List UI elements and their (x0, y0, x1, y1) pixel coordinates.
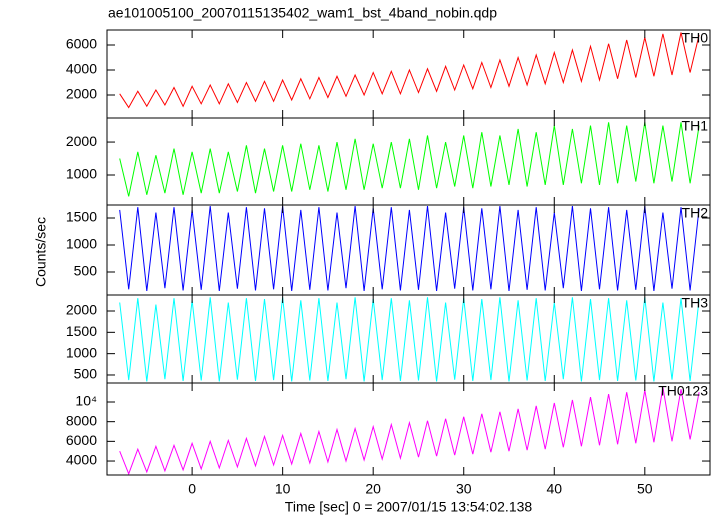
chart-title: ae101005100_20070115135402_wam1_bst_4ban… (108, 5, 497, 21)
series-line (119, 206, 700, 291)
series-label: TH3 (682, 295, 709, 311)
y-tick-label: 1000 (66, 236, 97, 252)
series-label: TH0123 (658, 383, 708, 399)
y-tick-label: 500 (74, 263, 98, 279)
series-line (119, 122, 700, 197)
series-line (119, 297, 700, 382)
series-line (119, 387, 700, 476)
y-tick-label: 4000 (66, 452, 97, 468)
y-tick-label: 2000 (66, 133, 97, 149)
y-tick-label: 500 (74, 366, 98, 382)
x-tick-label: 30 (456, 481, 472, 497)
series-label: TH2 (682, 205, 709, 221)
y-tick-label: 1500 (66, 209, 97, 225)
y-tick-label: 2000 (66, 302, 97, 318)
y-tick-label: 8000 (66, 412, 97, 428)
x-tick-label: 40 (546, 481, 562, 497)
x-tick-label: 50 (637, 481, 653, 497)
x-tick-label: 0 (188, 481, 196, 497)
y-tick-label: 1000 (66, 344, 97, 360)
x-tick-label: 20 (365, 481, 381, 497)
panel-frame (106, 382, 711, 476)
x-tick-label: 10 (275, 481, 291, 497)
y-tick-label: 6000 (66, 432, 97, 448)
y-tick-label: 1000 (66, 166, 97, 182)
series-label: TH1 (682, 118, 709, 134)
panel-frame (106, 29, 711, 119)
y-axis-label: Counts/sec (33, 217, 49, 287)
y-tick-label: 1500 (66, 323, 97, 339)
series-label: TH0 (682, 30, 709, 46)
panel-frame (106, 117, 711, 206)
y-tick-label: 10⁴ (75, 393, 97, 409)
series-line (119, 32, 700, 109)
y-tick-label: 4000 (66, 61, 97, 77)
x-axis-label: Time [sec] 0 = 2007/01/15 13:54:02.138 (285, 499, 533, 515)
y-tick-label: 2000 (66, 86, 97, 102)
y-tick-label: 6000 (66, 36, 97, 52)
